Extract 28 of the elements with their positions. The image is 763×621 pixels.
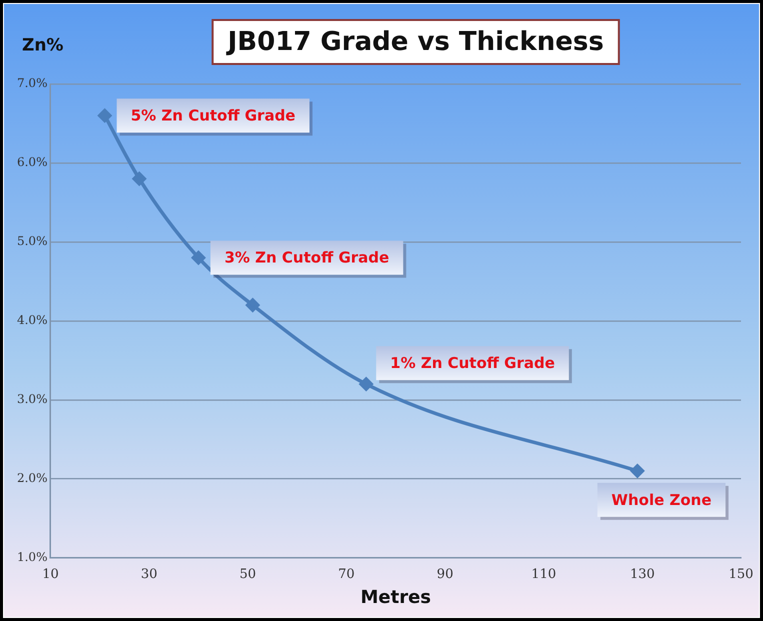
- x-tick-label: 90: [436, 566, 454, 582]
- chart-title: JB017 Grade vs Thickness: [226, 26, 604, 57]
- y-tick-label: 5.0%: [16, 234, 48, 248]
- x-tick-label: 10: [42, 566, 59, 582]
- x-tick-label: 130: [630, 566, 655, 582]
- annotation: 3% Zn Cutoff Grade: [224, 248, 390, 267]
- x-tick-label: 50: [240, 566, 256, 582]
- x-tick-label: 110: [531, 566, 556, 582]
- point: [192, 250, 206, 264]
- x-axis-title: Metres: [360, 586, 432, 608]
- annotation: Whole Zone: [611, 490, 712, 509]
- x-tick-label: 70: [338, 566, 355, 582]
- point: [132, 172, 146, 186]
- annotation: 5% Zn Cutoff Grade: [130, 106, 296, 124]
- annotation: 1% Zn Cutoff Grade: [390, 354, 555, 372]
- point: [359, 377, 373, 391]
- y-tick-label: 2.0%: [16, 470, 48, 485]
- y-tick-label: 3.0%: [16, 392, 48, 406]
- point: [98, 108, 112, 122]
- y-tick-label: 4.0%: [16, 313, 48, 328]
- x-tick-label: 30: [140, 566, 158, 582]
- y-tick-label: 1.0%: [16, 550, 48, 564]
- y-tick-label: 7.0%: [16, 76, 48, 90]
- point: [630, 464, 644, 478]
- point: [246, 298, 260, 312]
- y-tick-label: 6.0%: [16, 155, 48, 170]
- y-axis-title: Zn%: [22, 35, 64, 56]
- x-tick-label: 150: [728, 566, 754, 582]
